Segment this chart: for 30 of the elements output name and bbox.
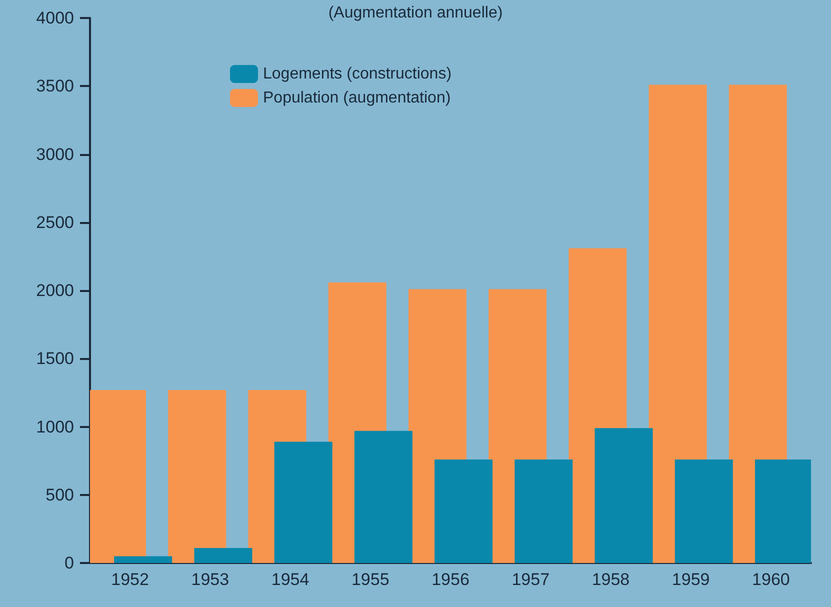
bar <box>514 459 573 563</box>
x-tick-label: 1955 <box>351 570 390 589</box>
y-tick-label: 3000 <box>36 144 74 164</box>
x-tick-label: 1956 <box>432 570 470 589</box>
y-tick-label: 2500 <box>36 212 74 232</box>
x-tick-label: 1954 <box>271 570 310 589</box>
legend-label: Population (augmentation) <box>263 90 451 106</box>
bar <box>168 390 226 563</box>
bar <box>274 442 332 563</box>
y-tick-label: 1500 <box>36 349 74 368</box>
bar <box>434 459 493 563</box>
x-tick-label: 1953 <box>191 570 230 589</box>
y-tick-label: 500 <box>46 485 74 504</box>
bar <box>594 428 653 563</box>
x-tick-label: 1957 <box>512 570 550 589</box>
legend-label: Logements (constructions) <box>263 66 452 82</box>
x-tick-label: 1960 <box>752 570 790 589</box>
y-tick-label: 4000 <box>36 8 74 28</box>
y-tick-label: 1000 <box>36 417 74 436</box>
bar <box>674 459 733 563</box>
bar <box>354 430 412 563</box>
x-tick-label: 1959 <box>672 570 710 589</box>
chart-title: (Augmentation annuelle) <box>328 4 503 22</box>
x-tick-label: 1958 <box>592 570 630 589</box>
bar <box>114 556 172 563</box>
y-tick-label: 2000 <box>36 281 74 300</box>
y-tick-label: 3500 <box>36 76 74 96</box>
bar <box>194 548 252 563</box>
y-tick-label: 0 <box>64 554 74 572</box>
x-tick-label: 1952 <box>111 570 149 589</box>
